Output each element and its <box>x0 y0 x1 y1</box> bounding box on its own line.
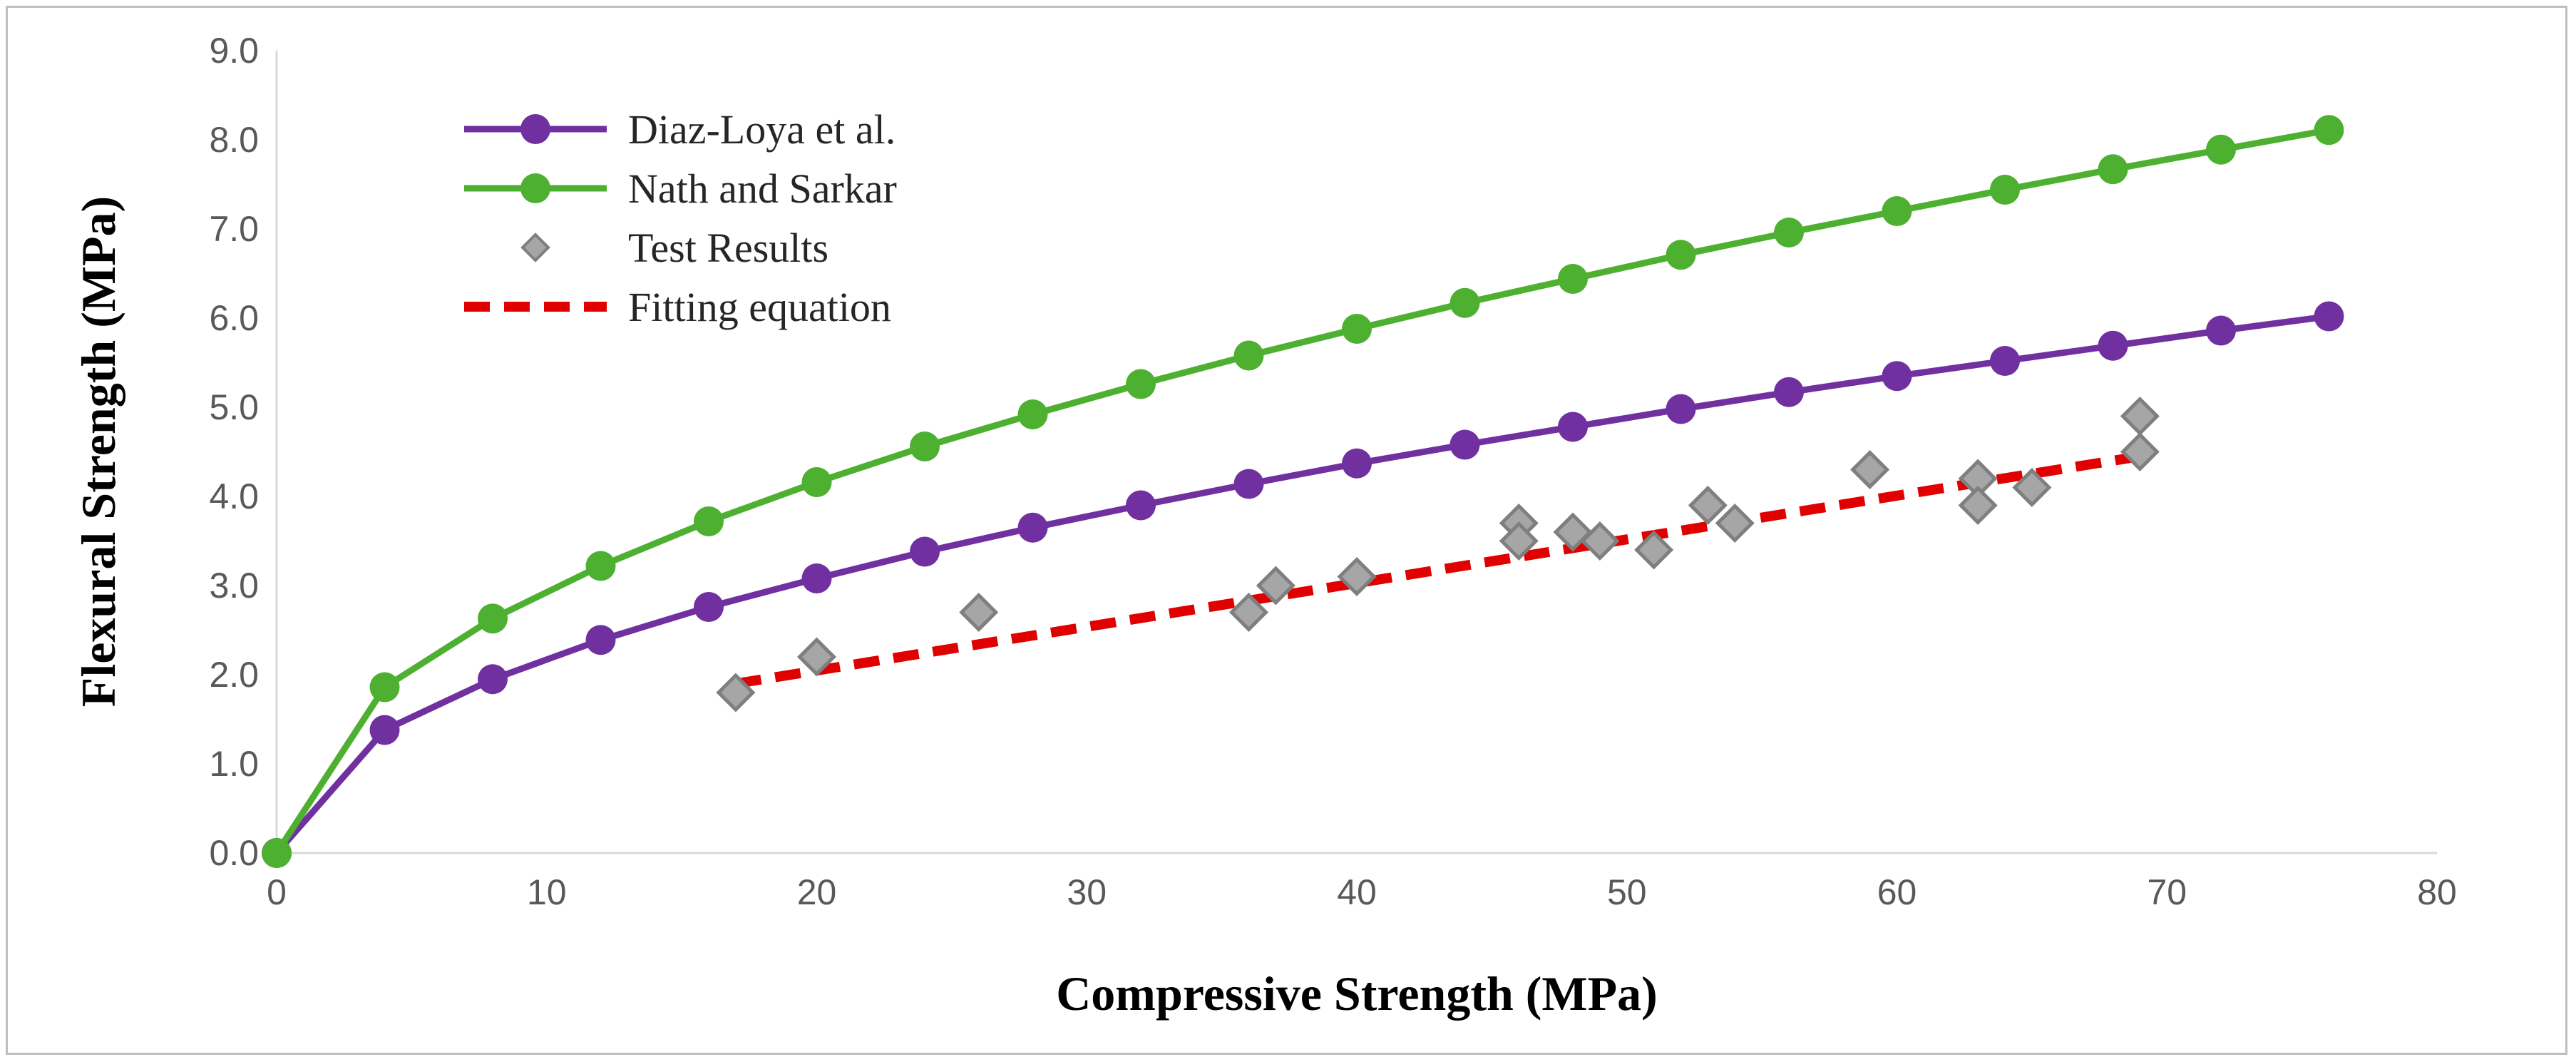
y-tick-label: 1.0 <box>209 744 259 784</box>
ticks-layer: 0 10 20 30 40 50 60 70 80 0.0 1.0 2.0 3.0 4.0 5.0 6.0 7.… <box>209 31 2456 912</box>
series-layer <box>262 115 2344 868</box>
data-point <box>959 592 999 633</box>
data-point <box>910 536 940 567</box>
y-tick-label: 0.0 <box>209 833 259 873</box>
data-point <box>369 715 400 745</box>
data-point <box>2098 154 2128 185</box>
data-point <box>2120 432 2160 472</box>
data-point <box>1126 369 1156 399</box>
data-point <box>2314 115 2344 145</box>
y-tick-label: 8.0 <box>209 120 259 160</box>
data-point <box>716 673 756 713</box>
legend-item-diaz-loya-et-al: Diaz-Loya et al. <box>464 106 896 153</box>
data-point <box>2012 467 2052 508</box>
data-point <box>1342 314 1372 344</box>
data-point <box>796 637 837 677</box>
legend-item-fitting-equation: Fitting equation <box>464 284 891 330</box>
data-point <box>1558 264 1588 294</box>
series-line <box>734 451 2141 689</box>
data-point <box>801 563 832 593</box>
y-tick-label: 4.0 <box>209 476 259 516</box>
data-point <box>1850 449 1890 490</box>
series-line <box>274 313 2330 855</box>
x-tick-label: 70 <box>2147 872 2187 912</box>
data-point <box>1958 485 1998 526</box>
data-point <box>2206 134 2236 165</box>
legend-marker <box>520 114 550 144</box>
y-tick-label: 5.0 <box>209 387 259 427</box>
y-tick-label: 2.0 <box>209 655 259 695</box>
x-tick-label: 0 <box>267 872 287 912</box>
data-point <box>1499 521 1539 561</box>
data-point <box>1882 196 1912 226</box>
data-point <box>1688 485 1728 526</box>
data-point <box>1990 175 2020 205</box>
series-test-results <box>716 396 2160 713</box>
data-point <box>910 432 940 461</box>
legend-label: Nath and Sarkar <box>628 165 897 212</box>
x-axis-title: Compressive Strength (MPa) <box>1056 966 1658 1021</box>
x-tick-label: 80 <box>2417 872 2457 912</box>
x-tick-label: 50 <box>1607 872 1647 912</box>
data-point <box>369 672 400 703</box>
data-point <box>585 625 616 655</box>
legend-marker <box>520 173 550 203</box>
data-point <box>1126 490 1156 521</box>
data-point <box>1774 218 1804 247</box>
data-point <box>694 592 724 622</box>
series-line <box>274 126 2330 855</box>
data-point <box>478 603 508 634</box>
data-point <box>478 664 508 695</box>
series-nath-and-sarkar <box>262 115 2344 868</box>
y-tick-label: 7.0 <box>209 209 259 249</box>
data-point <box>2120 396 2160 436</box>
data-point <box>2206 315 2236 346</box>
x-tick-label: 30 <box>1067 872 1107 912</box>
data-point <box>1774 377 1804 407</box>
data-point <box>1990 346 2020 376</box>
x-tick-label: 10 <box>527 872 567 912</box>
data-point <box>585 551 616 581</box>
data-point <box>1233 340 1264 371</box>
series-fitting-equation <box>734 451 2141 689</box>
legend-label: Diaz-Loya et al. <box>628 106 896 153</box>
data-point <box>801 467 832 497</box>
data-point <box>1337 556 1377 597</box>
data-point <box>1558 412 1588 442</box>
y-axis-title: Flexural Strength (MPa) <box>71 196 125 707</box>
legend-label: Fitting equation <box>628 284 891 330</box>
legend-label: Test Results <box>628 225 828 271</box>
y-tick-label: 3.0 <box>209 566 259 606</box>
data-point <box>1666 240 1696 270</box>
data-point <box>1017 512 1048 543</box>
data-point <box>1017 399 1048 429</box>
series-diaz-loya-et-al <box>262 301 2344 868</box>
data-point <box>262 838 292 868</box>
chart-frame: 0 10 20 30 40 50 60 70 80 0.0 1.0 2.0 3.0 4.0 5.0 6.0 7.… <box>6 6 2567 1055</box>
x-tick-label: 40 <box>1337 872 1377 912</box>
legend-item-test-results: Test Results <box>520 225 828 271</box>
data-point <box>1449 287 1480 318</box>
data-point <box>2314 301 2344 332</box>
chart-svg: 0 10 20 30 40 50 60 70 80 0.0 1.0 2.0 3.0 4.0 5.0 6.0 7.… <box>71 31 2457 1021</box>
y-tick-label: 6.0 <box>209 298 259 338</box>
data-point <box>1666 394 1696 424</box>
data-point <box>1228 592 1269 633</box>
data-point <box>1715 503 1755 543</box>
x-tick-label: 20 <box>797 872 837 912</box>
y-tick-label: 9.0 <box>209 31 259 71</box>
data-point <box>1342 448 1372 479</box>
data-point <box>1580 521 1620 561</box>
x-tick-label: 60 <box>1877 872 1917 912</box>
data-point <box>694 506 724 536</box>
data-point <box>1449 429 1480 460</box>
data-point <box>1233 469 1264 499</box>
data-point <box>1256 566 1295 606</box>
legend-item-nath-and-sarkar: Nath and Sarkar <box>464 165 897 212</box>
data-point <box>2098 330 2128 361</box>
data-point <box>1882 361 1912 392</box>
legend: Diaz-Loya et al. Nath and Sarkar Test Resu… <box>464 106 897 330</box>
data-point <box>1634 530 1674 570</box>
legend-marker <box>520 233 550 262</box>
